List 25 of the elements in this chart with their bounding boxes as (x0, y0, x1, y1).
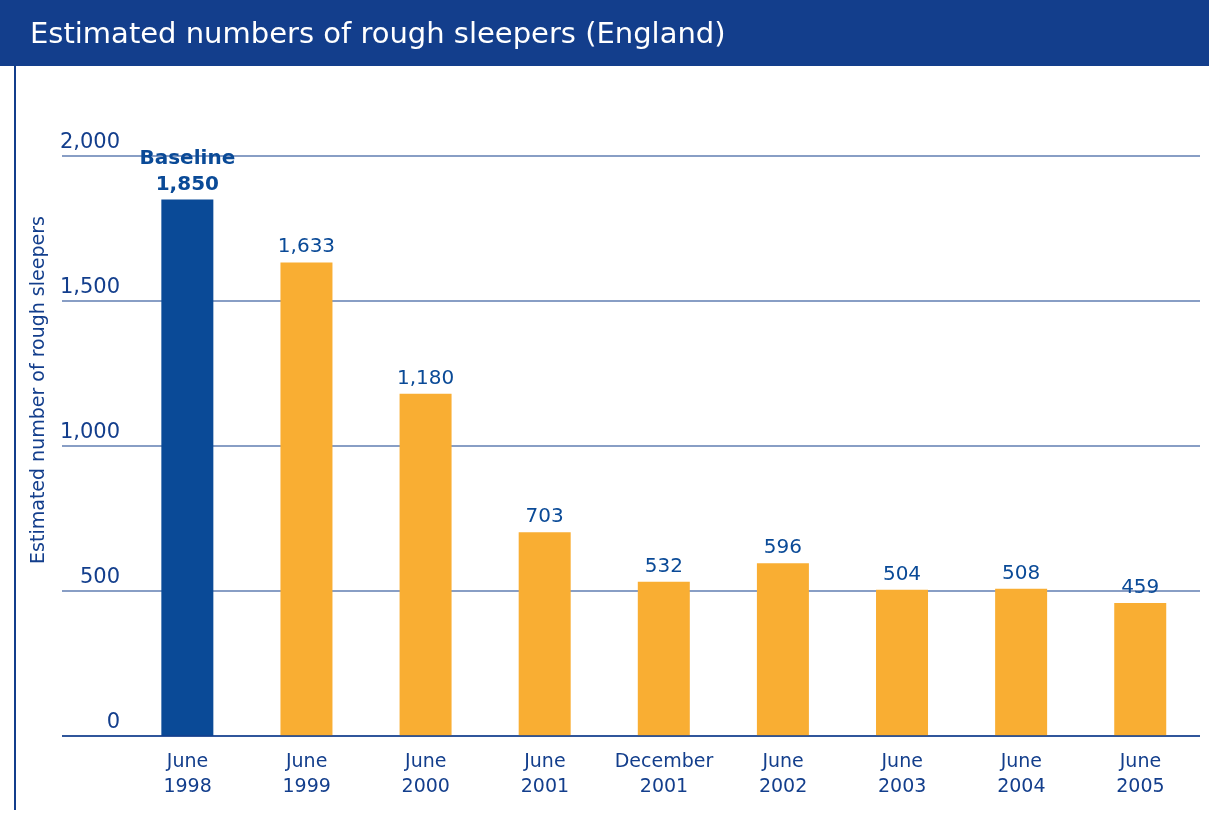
data-label: 459 (1121, 573, 1160, 598)
x-tick-label: June 2002 (758, 749, 808, 796)
y-tick-label: 2,000 (59, 129, 120, 153)
x-tick-label: June 2000 (401, 749, 450, 796)
y-tick-label: 1,500 (59, 274, 120, 298)
data-label: 508 (1002, 559, 1041, 584)
x-tick-label: June 1999 (282, 749, 331, 796)
x-tick-label: June 2001 (520, 749, 570, 796)
y-tick-label: 1,000 (59, 419, 120, 443)
data-label: 1,633 (277, 233, 336, 258)
x-tick-label: December 2001 (614, 749, 714, 796)
chart-title: Estimated numbers of rough sleepers (England) (0, 0, 1209, 66)
data-label: 1,180 (396, 364, 455, 389)
data-label: 703 (525, 503, 564, 528)
x-tick-label: June 1998 (163, 749, 212, 796)
y-axis-title: Estimated number of rough sleepers (26, 216, 49, 564)
x-tick-label: June 2003 (878, 749, 927, 796)
data-label: 596 (763, 534, 802, 559)
x-tick-label: June 2004 (997, 749, 1046, 796)
data-label: 532 (644, 552, 683, 577)
data-label: Baseline 1,850 (139, 144, 236, 195)
data-label: 504 (882, 560, 922, 585)
y-tick-label: 500 (79, 564, 120, 588)
y-tick-label: 0 (106, 709, 120, 733)
x-tick-label: June 2005 (1116, 749, 1165, 796)
